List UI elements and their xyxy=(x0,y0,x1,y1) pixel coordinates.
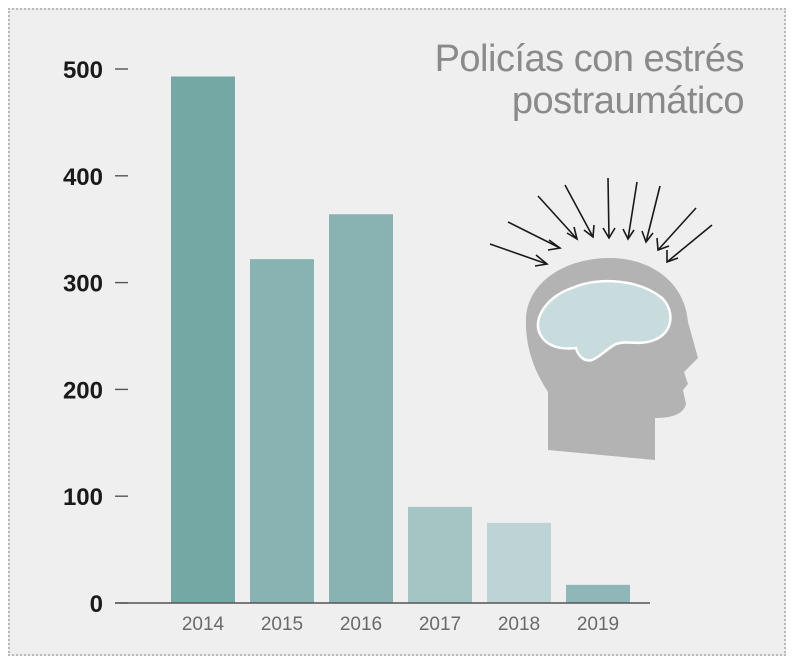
y-tick-label: 200 xyxy=(63,377,103,404)
bar-2018 xyxy=(487,522,551,603)
x-tick-label-2018: 2018 xyxy=(498,614,540,635)
y-tick-label: 400 xyxy=(63,164,103,191)
y-axis-ticks: 0 100 200 300 400 500 xyxy=(63,57,128,618)
y-tick-label: 300 xyxy=(63,271,103,298)
x-tick-label-2019: 2019 xyxy=(577,614,619,635)
bar-2015 xyxy=(250,259,314,603)
chart-title-line-2: postraumático xyxy=(511,80,745,122)
bar-2019 xyxy=(566,584,630,603)
x-tick-label-2017: 2017 xyxy=(419,614,461,635)
chart-title: Policías con estrés postraumático xyxy=(434,38,745,122)
x-tick-label-2016: 2016 xyxy=(340,614,382,635)
bars xyxy=(171,76,630,604)
y-tick-label: 100 xyxy=(63,484,103,511)
brain-shape xyxy=(536,279,672,362)
x-axis-labels: 2014 2015 2016 2017 2018 2019 xyxy=(182,614,619,635)
stressed-head-icon xyxy=(489,177,713,460)
y-tick-label: 0 xyxy=(90,591,103,618)
pressure-arrows xyxy=(489,177,713,267)
bar-2017 xyxy=(408,506,472,603)
chart-title-line-1: Policías con estrés xyxy=(434,38,745,80)
bar-2016 xyxy=(329,214,393,604)
x-tick-label-2015: 2015 xyxy=(261,614,303,635)
bar-2014 xyxy=(171,76,235,603)
x-tick-label-2014: 2014 xyxy=(182,614,225,635)
y-tick-label: 500 xyxy=(63,57,103,84)
